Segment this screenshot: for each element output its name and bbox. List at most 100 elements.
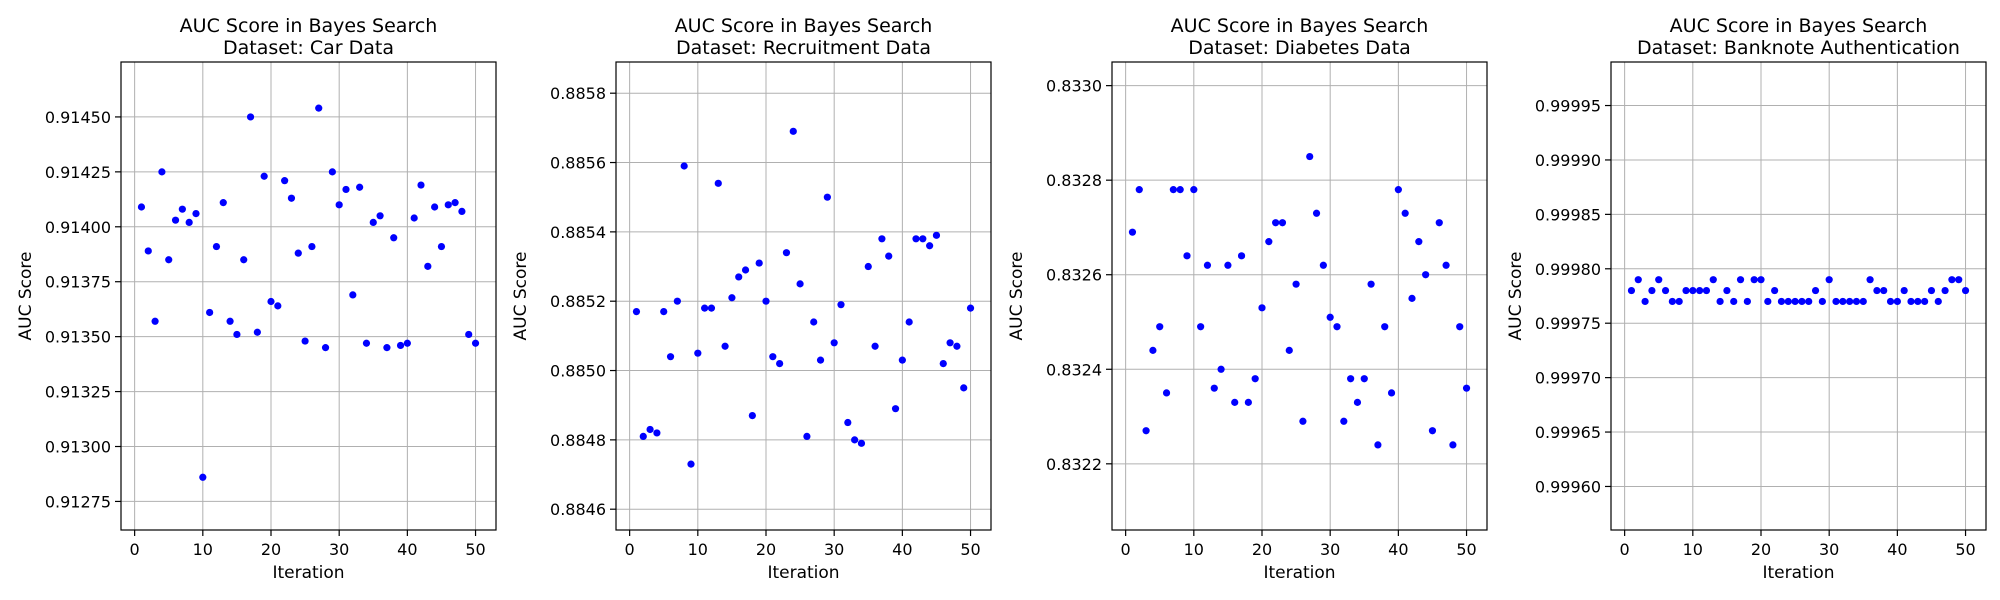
data-point xyxy=(837,301,845,309)
data-point xyxy=(240,256,248,264)
data-point xyxy=(424,262,432,270)
data-point xyxy=(721,342,729,350)
data-point xyxy=(1265,238,1273,246)
data-point xyxy=(437,242,446,251)
data-point xyxy=(1839,297,1847,306)
data-point xyxy=(321,344,330,352)
data-point xyxy=(1818,297,1826,306)
data-point xyxy=(1648,286,1656,295)
data-point xyxy=(1312,209,1321,217)
x-tick-label: 40 xyxy=(1388,540,1408,559)
y-tick-label: 0.8328 xyxy=(1046,171,1102,190)
data-point xyxy=(1914,297,1922,306)
data-point xyxy=(1258,304,1266,312)
data-point xyxy=(158,168,166,176)
y-tick-label: 0.99980 xyxy=(1535,260,1601,279)
y-tick-label: 0.8848 xyxy=(550,431,606,450)
data-point xyxy=(810,318,818,326)
data-point xyxy=(653,429,661,437)
data-point xyxy=(1934,297,1942,306)
data-point xyxy=(1675,297,1683,306)
data-point xyxy=(294,249,302,257)
x-tick-label: 50 xyxy=(960,540,980,559)
data-point xyxy=(1709,276,1717,284)
data-point xyxy=(776,360,784,368)
data-point xyxy=(246,113,255,121)
data-point xyxy=(1135,186,1143,194)
x-tick-label: 30 xyxy=(1819,540,1839,559)
data-point xyxy=(1353,398,1362,406)
data-point xyxy=(1251,375,1259,383)
data-point xyxy=(1907,297,1915,306)
data-point xyxy=(1893,297,1901,306)
plot-frame xyxy=(1111,61,1488,531)
data-point xyxy=(1689,286,1697,295)
y-tick-label: 0.91300 xyxy=(45,438,111,457)
plot-frame xyxy=(120,61,497,531)
data-point xyxy=(1224,261,1232,269)
data-point xyxy=(1299,417,1307,425)
data-point xyxy=(1408,294,1416,302)
x-tick-label: 0 xyxy=(1121,540,1131,559)
plot-frame xyxy=(1610,61,1987,531)
data-point xyxy=(1162,389,1171,397)
x-tick-label: 20 xyxy=(1751,540,1771,559)
y-axis-label: AUC Score xyxy=(1007,252,1027,341)
data-point xyxy=(267,297,275,306)
data-point xyxy=(369,218,377,226)
data-point xyxy=(1285,346,1293,354)
y-tick-label: 0.99995 xyxy=(1535,97,1601,116)
data-point xyxy=(1682,286,1690,295)
y-tick-label: 0.8326 xyxy=(1046,266,1102,285)
y-tick-label: 0.91425 xyxy=(45,163,111,182)
data-point xyxy=(1723,286,1731,295)
data-point xyxy=(1435,219,1443,227)
chart-title: AUC Score in Bayes Search xyxy=(180,15,438,37)
data-point xyxy=(639,432,647,440)
data-point xyxy=(1149,346,1157,354)
data-point xyxy=(1190,186,1198,194)
data-point xyxy=(444,201,452,209)
data-point xyxy=(1210,384,1218,392)
x-axis-label: Iteration xyxy=(272,563,344,583)
data-point xyxy=(782,249,791,257)
data-point xyxy=(1401,209,1409,217)
y-tick-label: 0.91350 xyxy=(45,328,111,347)
data-point xyxy=(905,318,913,326)
x-tick-label: 30 xyxy=(824,540,844,559)
data-point xyxy=(714,179,722,187)
data-point xyxy=(1387,389,1396,397)
y-tick-label: 0.8856 xyxy=(550,154,606,173)
y-tick-label: 0.8322 xyxy=(1046,455,1102,474)
y-tick-label: 0.91275 xyxy=(45,492,111,511)
x-tick-label: 50 xyxy=(1456,540,1476,559)
data-point xyxy=(701,304,709,312)
y-axis-label: AUC Score xyxy=(16,252,36,341)
data-point xyxy=(1462,384,1471,392)
data-point xyxy=(1360,375,1368,383)
data-point xyxy=(274,302,282,310)
data-point xyxy=(966,304,975,312)
x-tick-label: 20 xyxy=(756,540,776,559)
data-point xyxy=(403,339,411,347)
y-tick-label: 0.99975 xyxy=(1535,314,1601,333)
data-point xyxy=(390,234,398,242)
data-point xyxy=(253,328,261,336)
data-point xyxy=(1811,286,1820,295)
x-tick-label: 10 xyxy=(1683,540,1703,559)
x-axis-label: Iteration xyxy=(767,563,839,583)
data-point xyxy=(823,193,831,201)
data-point xyxy=(1832,297,1840,306)
chart-subtitle: Dataset: Recruitment Data xyxy=(676,37,931,59)
data-point xyxy=(471,339,480,347)
data-point xyxy=(410,214,418,222)
data-point xyxy=(1730,297,1738,306)
data-point xyxy=(898,356,906,364)
data-point xyxy=(960,384,968,392)
data-point xyxy=(687,460,695,468)
y-tick-label: 0.8854 xyxy=(550,223,606,242)
data-point xyxy=(226,317,234,325)
y-tick-label: 0.99960 xyxy=(1535,477,1601,496)
data-point xyxy=(1176,186,1184,194)
